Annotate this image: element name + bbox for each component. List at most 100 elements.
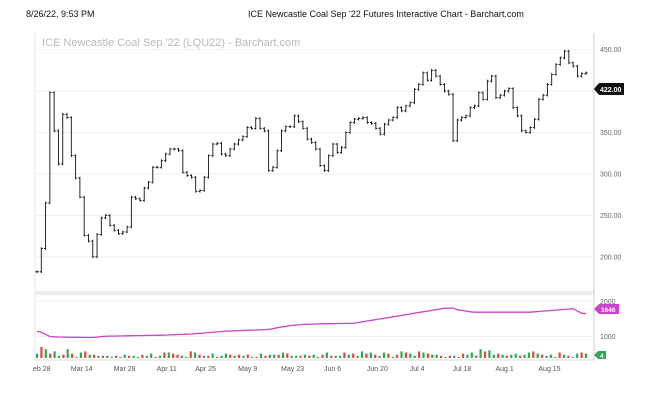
- volume-bar: [158, 355, 162, 358]
- volume-bar: [167, 352, 170, 358]
- volume-bar: [202, 355, 205, 358]
- header-timestamp: 8/26/22, 9:53 PM: [26, 9, 95, 19]
- volume-bar: [295, 355, 298, 358]
- volume-bar: [128, 355, 131, 358]
- volume-bar: [216, 356, 219, 358]
- volume-bar: [237, 354, 241, 358]
- chart-watermark: ICE Newcastle Coal Sep '22 (LQU22) - Bar…: [42, 37, 300, 49]
- volume-bar: [532, 351, 535, 358]
- volume-bar: [101, 355, 104, 358]
- volume-bar: [35, 353, 39, 358]
- volume-bar: [523, 354, 526, 358]
- volume-bar: [554, 356, 557, 358]
- volume-bar: [413, 355, 416, 358]
- x-tick-label: Aug 15: [538, 366, 560, 373]
- volume-bar: [229, 354, 232, 358]
- volume-bar: [194, 352, 197, 358]
- volume-bar: [136, 356, 140, 358]
- last-price-tag-label: 422.00: [600, 87, 622, 94]
- volume-bar: [422, 352, 425, 358]
- volume-bar: [545, 355, 548, 358]
- volume-bar: [141, 354, 144, 358]
- volume-bar: [541, 354, 544, 358]
- volume-tag: 4: [594, 351, 606, 360]
- volume-bar: [123, 354, 126, 358]
- x-tick-label: Jun 6: [324, 366, 341, 373]
- volume-bar: [483, 351, 487, 358]
- volume-bar: [57, 355, 61, 358]
- open-interest-line: [36, 307, 587, 339]
- x-tick-label: Apr 25: [195, 366, 216, 373]
- volume-bar: [75, 356, 78, 358]
- volume-bar: [268, 354, 271, 358]
- price-ohlc-series: [35, 49, 588, 274]
- volume-bar: [93, 354, 96, 358]
- volume-bar: [374, 354, 377, 358]
- price-y-tick-label: 300.00: [600, 171, 622, 178]
- x-tick-label: Jul 4: [410, 366, 425, 373]
- volume-bar: [110, 356, 113, 358]
- volume-bar: [448, 355, 451, 358]
- volume-bar: [400, 351, 403, 358]
- open-interest-tag: 1646: [594, 304, 619, 314]
- volume-bar: [343, 352, 346, 358]
- volume-bar: [466, 354, 469, 358]
- volume-bar: [562, 354, 566, 358]
- volume-bar: [40, 347, 43, 358]
- volume-bar: [475, 355, 478, 358]
- volume-bar: [519, 355, 522, 358]
- volume-bar: [492, 354, 495, 358]
- volume-bar: [549, 354, 552, 358]
- volume-bar: [461, 353, 465, 358]
- volume-bar: [501, 354, 504, 358]
- open-interest-tag-label: 1646: [601, 307, 616, 314]
- volume-bar: [154, 356, 157, 358]
- volume-bar: [497, 353, 500, 358]
- volume-bar: [536, 353, 539, 358]
- volume-bar: [382, 352, 386, 358]
- volume-bar: [391, 356, 394, 358]
- volume-bar: [488, 350, 491, 358]
- volume-bar: [431, 354, 434, 358]
- volume-bar: [62, 354, 65, 358]
- volume-bar: [308, 355, 311, 358]
- volume-bar: [246, 354, 249, 358]
- volume-bar: [453, 355, 456, 358]
- x-tick-label: Mar 14: [71, 366, 93, 373]
- volume-bar: [53, 351, 56, 358]
- x-tick-label: May 23: [281, 366, 304, 373]
- volume-bar: [211, 353, 214, 358]
- volume-bar: [470, 352, 473, 358]
- volume-bar: [584, 353, 588, 358]
- volume-bar: [365, 353, 368, 358]
- volume-bar: [290, 355, 293, 358]
- volume-bar: [330, 355, 333, 358]
- price-y-tick-label: 350.00: [600, 130, 622, 137]
- header-page-title: ICE Newcastle Coal Sep '22 Futures Inter…: [248, 9, 524, 19]
- volume-bar: [409, 353, 412, 358]
- x-tick-label: Aug 1: [496, 366, 514, 373]
- volume-bar: [312, 354, 315, 358]
- volume-bar: [176, 354, 179, 358]
- volume-bar: [145, 355, 148, 358]
- volume-bar: [150, 353, 153, 358]
- volume-bar: [242, 355, 245, 358]
- volume-bar: [440, 355, 443, 358]
- volume-bar: [79, 352, 82, 358]
- volume-bar: [418, 351, 421, 358]
- volume-bar: [514, 353, 517, 358]
- volume-bar: [233, 355, 236, 358]
- volume-bar: [119, 356, 122, 358]
- volume-bar: [259, 353, 263, 358]
- price-y-tick-label: 250.00: [600, 213, 622, 220]
- volume-bar: [132, 355, 135, 358]
- oi-gridlines: [35, 300, 594, 337]
- volume-bar: [185, 356, 188, 358]
- volume-bar: [378, 355, 381, 358]
- volume-bar: [567, 355, 570, 358]
- volume-bar: [580, 352, 583, 358]
- volume-bar: [172, 353, 175, 358]
- volume-bar: [106, 355, 109, 358]
- volume-bar: [273, 354, 276, 358]
